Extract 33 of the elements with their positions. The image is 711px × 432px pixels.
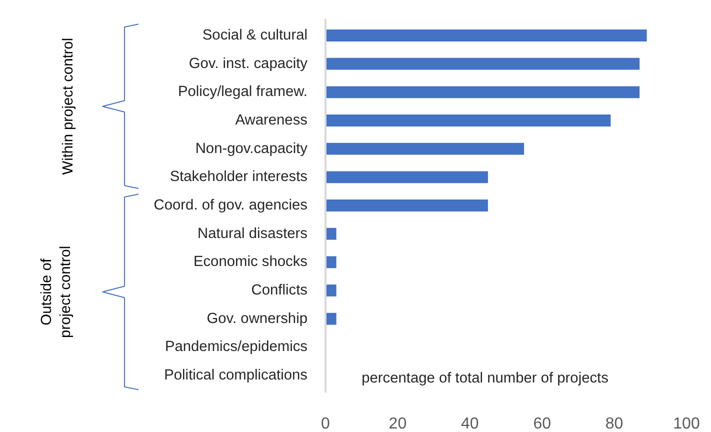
y-tick-label: Natural disasters	[198, 226, 308, 242]
y-tick-label: Economic shocks	[193, 254, 308, 270]
x-tick-label: 100	[673, 416, 700, 432]
y-tick-label: Stakeholder interests	[170, 169, 308, 186]
bar	[326, 86, 640, 98]
bar	[326, 256, 336, 268]
text: Within project control	[60, 38, 76, 175]
x-axis-title: percentage of total number of projects	[362, 370, 608, 386]
bar	[326, 142, 524, 155]
x-tick-label: 80	[605, 416, 624, 432]
bar	[326, 312, 336, 325]
bar	[326, 284, 336, 296]
y-tick-label: Political complications	[164, 368, 308, 384]
x-tick-label: 60	[533, 416, 552, 432]
y-tick-label: Awareness	[235, 112, 308, 128]
bar	[326, 114, 611, 126]
y-tick-label: Social & cultural	[202, 28, 308, 44]
y-tick-label: Pandemics/epidemics	[164, 339, 308, 356]
bar	[326, 200, 488, 212]
y-tick-label: Non-gov.capacity	[195, 140, 308, 157]
bar	[326, 30, 647, 42]
y-tick-label: Coord. of gov. agencies	[154, 198, 308, 214]
bar	[326, 58, 640, 70]
x-tick-label: 20	[388, 416, 407, 432]
bar	[326, 228, 336, 240]
x-tick-label: 0	[321, 416, 330, 432]
y-tick-label: Conflicts	[251, 282, 308, 298]
y-tick-label: Policy/legal framew.	[178, 84, 308, 100]
y-tick-label: Gov. ownership	[206, 310, 308, 327]
bar	[326, 171, 488, 184]
y-tick-label: Gov. inst. capacity	[188, 56, 308, 72]
text: Outside of project control	[38, 246, 74, 338]
x-tick-label: 40	[461, 416, 479, 432]
